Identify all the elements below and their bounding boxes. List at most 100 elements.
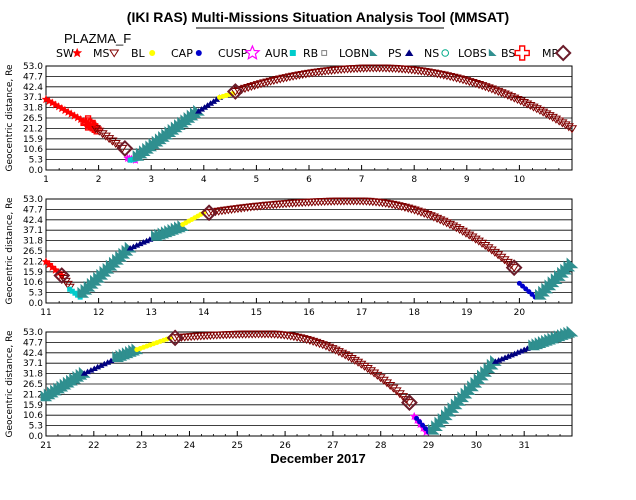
data-point-ms [438,71,449,80]
data-point-lobn [125,345,137,357]
x-axis-label: December 2017 [270,451,365,466]
data-point-ms [476,239,488,248]
data-point-lobs [72,370,85,382]
data-point-ms [404,399,415,408]
data-point-lobs [544,279,557,291]
y-tick-label: 26.5 [23,380,43,390]
data-point-ms [451,74,462,83]
legend-marker-bs [514,45,530,61]
data-point-ms [100,132,111,141]
data-point-ms [445,72,456,82]
data-point-ms [110,140,121,149]
x-tick-label: 19 [461,308,473,318]
data-point-ms [304,336,316,345]
data-point-ms [291,72,302,81]
y-tick-label: 26.5 [23,247,43,257]
x-tick-label: 11 [40,308,51,318]
y-tick-label: 0.0 [29,166,44,176]
data-point-ms [352,358,364,367]
y-axis-label: Geocentric distance, Re [5,64,15,171]
data-point-ps [104,359,112,365]
data-point-ms [464,231,475,240]
legend-marker-ns [441,49,450,57]
series-lobs [427,355,502,435]
data-point-ms [386,200,398,209]
mp-crossing-marker [53,267,71,284]
y-tick-label: 5.3 [29,156,43,166]
y-axis-label: Geocentric distance, Re [5,197,15,304]
data-point-lobs [566,257,579,269]
legend-marker-ps [405,49,414,56]
x-tick-label: 29 [423,441,435,451]
data-point-ms [295,334,306,343]
data-point-cap [414,415,420,421]
series-lobn [151,220,190,241]
data-point-ms [300,70,312,79]
legend-marker-sw [72,47,83,58]
legend-marker-ms [109,49,120,58]
data-point-ms [356,360,367,369]
series-ms [203,197,520,273]
data-point-ms [287,72,299,81]
y-tick-label: 53.0 [23,195,43,205]
data-point-ms [467,79,478,88]
data-point-ms [390,201,401,210]
data-point-ms [432,70,443,79]
data-point-ps [126,245,134,251]
data-point-ms [403,204,414,213]
x-tick-label: 24 [184,441,196,451]
x-tick-label: 20 [514,308,526,318]
data-point-ms [314,340,325,349]
legend-marker-aur [289,50,296,56]
panel-2: 0.05.310.615.921.226.531.837.142.447.753… [5,195,579,318]
series-ms [169,330,415,408]
data-point-ms [554,117,565,126]
data-point-lobs [59,378,72,390]
series-bl [180,210,207,228]
legend-label-mp: MP [542,47,558,60]
data-point-ms [104,135,115,144]
data-point-ms [285,332,296,341]
y-tick-label: 47.7 [23,338,43,348]
data-point-ms [470,80,481,89]
legend: SW MS BL CAP CUSP AUR RB LOBN PS NS LOBS BS MP [56,44,572,62]
data-point-ms [393,202,404,211]
data-point-ms [94,127,105,136]
data-point-ms [483,244,494,253]
data-point-ps [213,96,221,102]
legend-label-bl: BL [131,47,146,60]
legend-label-sw: SW [56,47,74,60]
data-point-ms [412,207,423,216]
data-point-ps [90,365,98,371]
legend-marker-rb [321,50,328,56]
x-tick-label: 14 [198,308,210,318]
series-ms [230,64,578,134]
data-point-ms [441,72,453,81]
data-point-ms [557,119,568,128]
y-tick-label: 26.5 [23,114,43,124]
data-point-ms [297,70,308,80]
y-tick-label: 42.4 [23,83,43,93]
data-point-ms [473,81,485,90]
data-point-cap [417,419,423,425]
data-point-lobn [177,220,190,231]
y-tick-label: 10.6 [23,145,43,155]
y-tick-label: 31.8 [23,370,43,380]
x-tick-label: 7 [359,175,365,185]
data-point-ms [419,209,430,218]
data-point-ms [473,237,484,246]
data-point-ms [563,123,574,132]
legend-label-aur: AUR [265,47,289,60]
data-point-ms [415,208,427,217]
y-tick-label: 0.0 [29,299,44,309]
data-point-ms [422,211,433,220]
x-tick-label: 10 [514,175,526,185]
data-point-aur [72,290,78,296]
data-point-lobs [46,386,59,398]
data-point-ms [486,246,497,255]
data-point-ms [470,235,481,244]
y-tick-label: 21.2 [23,257,43,267]
series-cap [414,415,432,435]
data-point-lobn [121,244,134,256]
